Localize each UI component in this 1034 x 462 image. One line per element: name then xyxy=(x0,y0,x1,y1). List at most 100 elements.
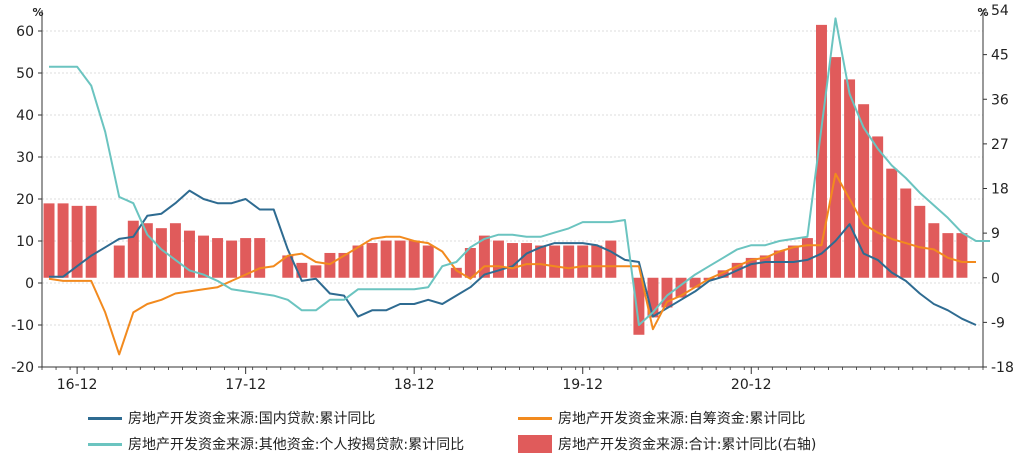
line-series-1 xyxy=(48,172,976,356)
bar-total-21 xyxy=(338,252,350,278)
left-tick-label-5: 30 xyxy=(16,150,34,166)
legend-label-total: 房地产开发资金来源:合计:累计同比(右轴) xyxy=(558,437,817,453)
bar-total-17 xyxy=(282,255,294,278)
bar-total-14 xyxy=(240,238,252,278)
legend-item-domestic-loans: 房地产开发资金来源:国内贷款:累计同比 xyxy=(88,408,375,428)
bar-total-26 xyxy=(408,240,420,278)
x-tick-label-0: 16-12 xyxy=(57,377,98,393)
bar-total-61 xyxy=(900,188,912,278)
left-tick-label-7: 50 xyxy=(16,66,34,82)
x-tick-label-4: 20-12 xyxy=(731,377,772,393)
bar-total-1 xyxy=(57,203,69,278)
legend-label-self-raised: 房地产开发资金来源:自筹资金:累计同比 xyxy=(558,411,806,427)
legend-item-total: 房地产开发资金来源:合计:累计同比(右轴) xyxy=(518,434,816,454)
legend-label-domestic-loans: 房地产开发资金来源:国内贷款:累计同比 xyxy=(128,411,376,427)
left-tick-label-0: -20 xyxy=(11,360,34,376)
bar-total-60 xyxy=(886,168,898,278)
legend-label-mortgage: 房地产开发资金来源:其他资金:个人按揭贷款:累计同比 xyxy=(128,437,465,453)
left-tick-label-1: -10 xyxy=(11,318,34,334)
bar-total-8 xyxy=(155,228,167,278)
bar-total-64 xyxy=(942,233,954,278)
bar-total-34 xyxy=(521,243,533,278)
legend-swatch-total xyxy=(518,435,552,453)
bar-total-23 xyxy=(366,243,378,278)
line-series-2 xyxy=(49,17,990,326)
legend-swatch-domestic-loans xyxy=(88,416,122,420)
bar-total-56 xyxy=(830,57,842,278)
bar-total-42 xyxy=(633,277,645,335)
bar-total-9 xyxy=(169,223,181,278)
bar-total-0 xyxy=(43,203,55,278)
right-tick-label-7: 45 xyxy=(991,48,1009,64)
right-tick-label-4: 18 xyxy=(991,182,1009,198)
bar-total-18 xyxy=(296,262,308,278)
bar-total-22 xyxy=(352,245,364,278)
legend-swatch-self-raised xyxy=(518,416,552,420)
left-tick-label-4: 20 xyxy=(16,192,34,208)
x-tick-label-2: 18-12 xyxy=(394,377,435,393)
legend-item-mortgage: 房地产开发资金来源:其他资金:个人按揭贷款:累计同比 xyxy=(88,434,464,454)
bar-total-6 xyxy=(127,220,139,278)
left-tick-label-8: 60 xyxy=(16,24,34,40)
bar-total-11 xyxy=(198,235,209,278)
left-axis-unit: % xyxy=(32,6,43,19)
bar-total-5 xyxy=(113,245,125,278)
bar-total-55 xyxy=(816,24,827,278)
bar-total-10 xyxy=(183,230,195,278)
legend-item-self-raised: 房地产开发资金来源:自筹资金:累计同比 xyxy=(518,408,805,428)
bar-total-50 xyxy=(745,257,757,278)
bar-total-38 xyxy=(577,245,589,278)
bar-total-43 xyxy=(647,277,659,318)
right-tick-label-3: 9 xyxy=(991,226,1000,242)
bar-total-35 xyxy=(535,245,547,278)
grid-lines xyxy=(42,30,983,368)
bar-total-20 xyxy=(324,252,336,278)
x-tick-label-1: 17-12 xyxy=(225,377,266,393)
bar-total-62 xyxy=(914,205,926,278)
bar-series xyxy=(43,24,968,335)
axes xyxy=(38,9,987,374)
bar-total-24 xyxy=(380,240,392,278)
bar-total-13 xyxy=(226,240,238,278)
right-tick-label-8: 54 xyxy=(991,3,1009,19)
bar-total-54 xyxy=(801,238,813,278)
bar-total-29 xyxy=(450,267,462,278)
bar-total-45 xyxy=(675,277,687,298)
axis-labels: -20 -10 0 10 20 30 40 50 60 -18 -9 0 9 18 27 36 45 54% % 16… xyxy=(11,3,1014,393)
bar-total-25 xyxy=(394,240,406,278)
bar-total-40 xyxy=(605,240,617,278)
left-tick-label-2: 0 xyxy=(25,276,34,292)
right-axis-unit: % xyxy=(977,6,988,19)
bar-total-30 xyxy=(464,248,476,278)
bar-total-52 xyxy=(773,250,785,278)
bar-total-36 xyxy=(549,245,561,278)
left-tick-label-3: 10 xyxy=(16,234,34,250)
left-tick-label-6: 40 xyxy=(16,108,34,124)
bar-total-65 xyxy=(956,233,968,278)
bar-total-44 xyxy=(661,277,673,308)
bar-total-37 xyxy=(563,245,575,278)
bar-total-19 xyxy=(310,265,322,278)
line-series-0 xyxy=(49,189,977,326)
bar-total-48 xyxy=(717,270,729,278)
legend: 房地产开发资金来源:国内贷款:累计同比 房地产开发资金来源:自筹资金:累计同比 … xyxy=(88,408,988,458)
chart-svg: -20 -10 0 10 20 30 40 50 60 -18 -9 0 9 18 27 36 45 54% % 16… xyxy=(11,3,1014,393)
line-series xyxy=(48,17,990,356)
bar-total-39 xyxy=(591,245,603,278)
bar-total-33 xyxy=(507,243,518,278)
x-tick-label-3: 19-12 xyxy=(562,377,603,393)
right-tick-label-5: 27 xyxy=(991,137,1009,153)
bar-total-46 xyxy=(689,277,701,288)
bar-total-15 xyxy=(254,238,266,278)
right-tick-label-6: 36 xyxy=(991,92,1009,108)
legend-swatch-mortgage xyxy=(88,442,122,446)
bar-total-27 xyxy=(422,245,434,278)
bar-total-57 xyxy=(844,79,856,278)
bar-total-31 xyxy=(478,235,490,278)
bar-total-3 xyxy=(85,205,97,278)
bar-total-59 xyxy=(872,136,884,278)
right-tick-label-0: -18 xyxy=(991,360,1014,376)
bar-total-7 xyxy=(141,223,153,278)
bar-total-58 xyxy=(858,104,870,278)
bar-total-12 xyxy=(212,238,224,278)
